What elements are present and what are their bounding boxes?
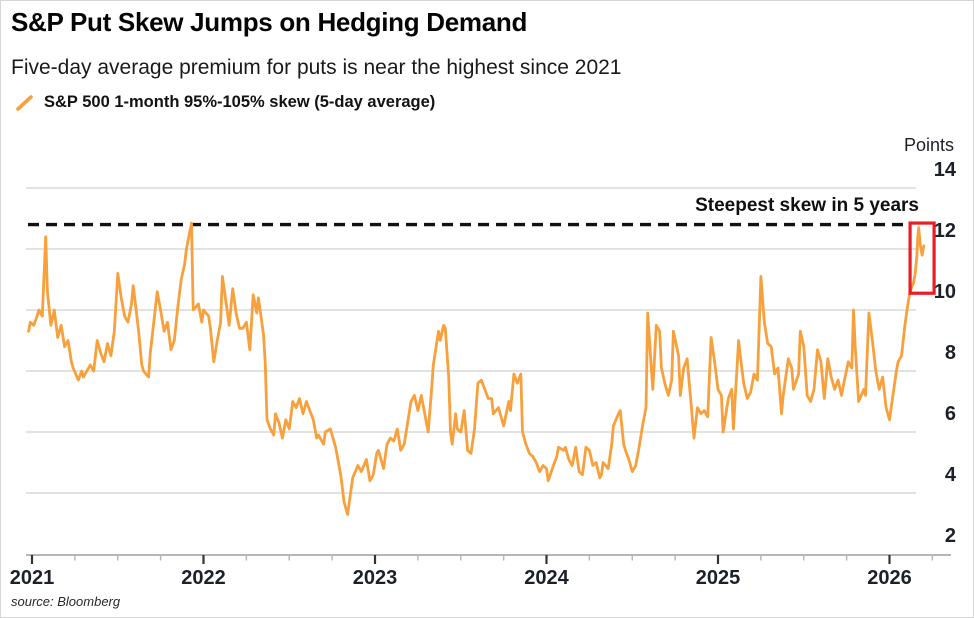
legend: S&P 500 1-month 95%-105% skew (5-day ave… bbox=[15, 93, 435, 112]
annotation-label: Steepest skew in 5 years bbox=[695, 195, 919, 216]
orange-slash-icon bbox=[15, 94, 35, 112]
chart-subtitle: Five-day average premium for puts is nea… bbox=[11, 56, 622, 79]
y-tick-label: 6 bbox=[945, 403, 956, 425]
legend-label: S&P 500 1-month 95%-105% skew (5-day ave… bbox=[44, 93, 436, 111]
y-tick-label: 8 bbox=[945, 342, 956, 364]
page-title: S&P Put Skew Jumps on Hedging Demand bbox=[11, 7, 528, 37]
x-tick-label: 2026 bbox=[867, 567, 912, 589]
y-tick-label: 14 bbox=[934, 159, 957, 181]
series-line bbox=[27, 221, 926, 516]
y-axis-unit-label: Points bbox=[903, 135, 954, 155]
y-tick-label: 2 bbox=[945, 525, 956, 547]
gridlines-group bbox=[26, 187, 916, 494]
y-tick-label: 10 bbox=[934, 281, 956, 303]
y-tick-labels-group: 2 4 6 8 10 12 14 bbox=[934, 159, 957, 547]
x-tick-label: 2024 bbox=[524, 567, 569, 589]
x-tick-label: 2021 bbox=[10, 567, 55, 589]
x-ticks-group: 2021 2022 2023 2024 2025 2026 bbox=[10, 555, 934, 589]
y-tick-label: 12 bbox=[934, 220, 956, 242]
x-tick-label: 2023 bbox=[353, 567, 398, 589]
x-tick-label: 2022 bbox=[181, 567, 226, 589]
source-credit: source: Bloomberg bbox=[11, 594, 121, 609]
y-tick-label: 4 bbox=[945, 464, 957, 486]
highlight-box bbox=[908, 221, 936, 295]
x-tick-label: 2025 bbox=[696, 567, 741, 589]
